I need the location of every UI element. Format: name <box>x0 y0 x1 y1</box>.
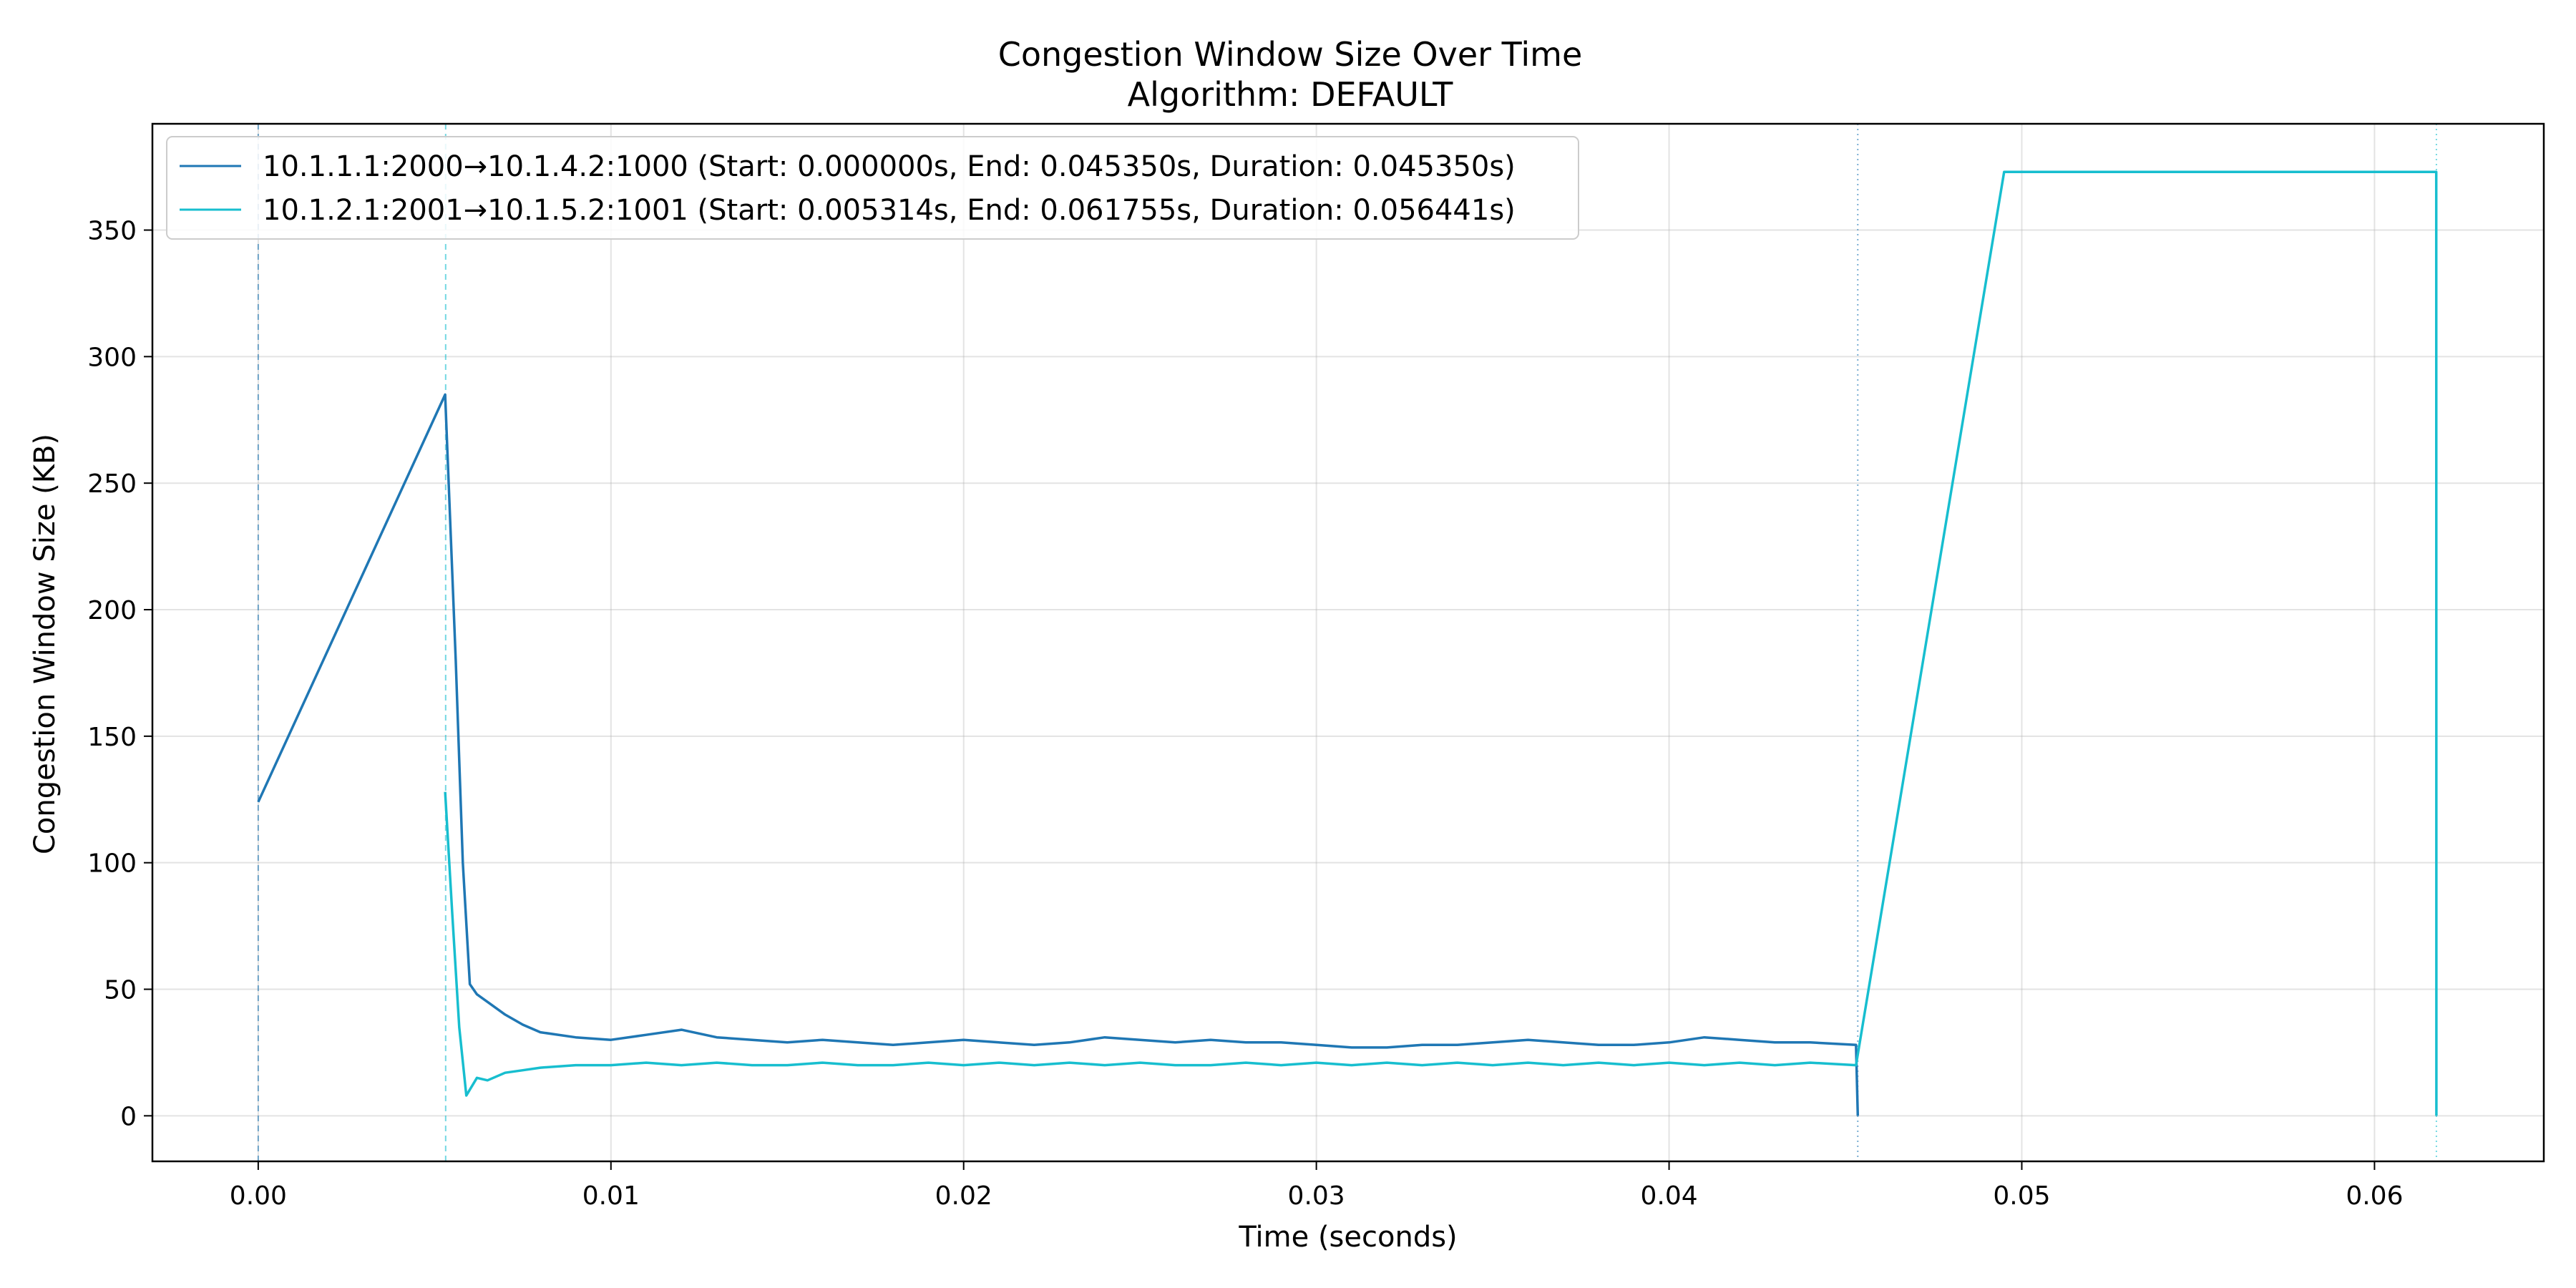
y-tick-label: 200 <box>87 596 137 625</box>
y-tick-label: 0 <box>120 1102 137 1131</box>
chart-subtitle: Algorithm: DEFAULT <box>1128 75 1454 114</box>
series-lines <box>257 170 2438 1116</box>
legend-box <box>166 136 1579 240</box>
x-tick-label: 0.02 <box>935 1181 992 1211</box>
y-tick-label: 150 <box>87 723 137 752</box>
x-axis-label: Time (seconds) <box>1238 1221 1457 1254</box>
y-tick-label: 50 <box>104 976 137 1005</box>
x-tick-label: 0.03 <box>1288 1181 1345 1211</box>
x-tick-label: 0.00 <box>230 1181 287 1211</box>
series-1-line <box>257 393 1860 1116</box>
x-tick-label: 0.06 <box>2346 1181 2403 1211</box>
x-tick-label: 0.01 <box>582 1181 640 1211</box>
y-tick-label: 350 <box>87 217 137 246</box>
legend-label-series-2: 10.1.2.1:2001→10.1.5.2:1001 (Start: 0.00… <box>263 194 1516 227</box>
y-tick-label: 100 <box>87 849 137 879</box>
x-tick-label: 0.04 <box>1640 1181 1697 1211</box>
y-tick-label: 300 <box>87 343 137 372</box>
legend-label-series-1: 10.1.1.1:2000→10.1.4.2:1000 (Start: 0.00… <box>263 150 1516 183</box>
flow-boundary-lines <box>257 124 2437 1161</box>
chart-title: Congestion Window Size Over Time <box>998 35 1583 74</box>
series-2-line <box>444 170 2438 1116</box>
x-tick-label: 0.05 <box>1993 1181 2050 1211</box>
y-tick-label: 250 <box>87 469 137 499</box>
y-axis-label: Congestion Window Size (KB) <box>29 434 62 854</box>
plot-frame <box>151 122 2545 1163</box>
y-axis-ticks: 0 50 100 150 200 250 300 350 <box>87 217 152 1131</box>
legend: 10.1.1.1:2000→10.1.4.2:1000 (Start: 0.00… <box>166 136 1579 240</box>
x-axis-ticks: 0.00 0.01 0.02 0.03 0.04 0.05 0.06 <box>230 1161 2403 1211</box>
